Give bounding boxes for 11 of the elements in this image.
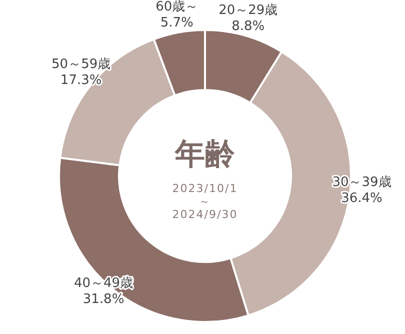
slice-label: 20～29歳	[218, 3, 278, 18]
data-label: 36.4%	[341, 190, 382, 206]
text: 2023/10/1 ～ 2024/9/30	[172, 182, 238, 221]
slice-label: 60歳～	[156, 0, 198, 15]
data-label: 31.8%	[82, 292, 124, 308]
data-label: 17.3%	[60, 72, 102, 88]
data-label: 5.7%	[160, 16, 194, 31]
text: 年齢	[174, 137, 235, 172]
slice-label: 50～59歳	[52, 56, 111, 72]
slice-label: 30～39歳	[332, 174, 392, 190]
data-label: 8.8%	[232, 19, 265, 34]
